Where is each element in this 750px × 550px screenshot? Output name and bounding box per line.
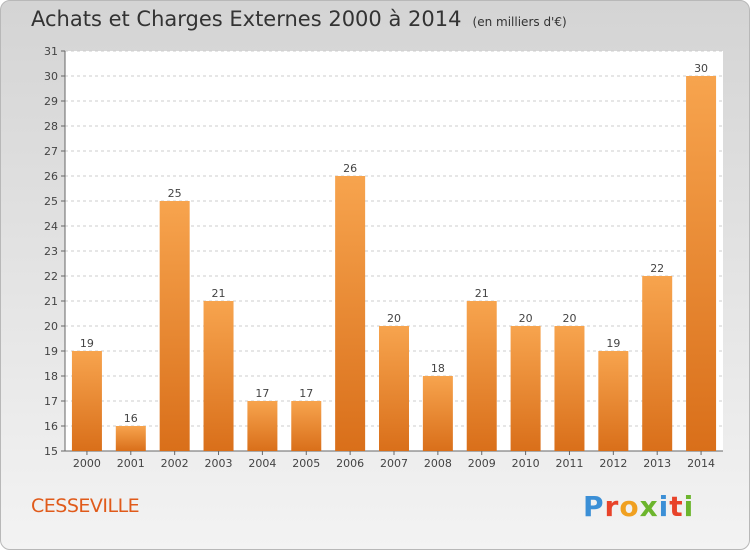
x-tick-label: 2013 <box>643 457 671 470</box>
logo-letter: o <box>619 490 640 523</box>
x-tick-label: 2014 <box>687 457 715 470</box>
logo-letter: i <box>683 490 695 523</box>
bar-2002 <box>159 201 190 451</box>
labels: 15 16 17 18 19 20 21 22 23 24 25 26 27 28 29 30 31 19 2000… <box>44 45 715 470</box>
bars <box>71 76 717 451</box>
x-tick-label: 2002 <box>161 457 189 470</box>
logo-letter: t <box>669 490 684 523</box>
bar-2011 <box>554 326 585 451</box>
proxiti-logo[interactable]: Proxiti <box>583 490 694 523</box>
x-tick-label: 2010 <box>512 457 540 470</box>
bar-2007 <box>379 326 409 451</box>
x-tick-label: 2000 <box>73 457 101 470</box>
y-tick-label: 18 <box>44 370 58 383</box>
x-tick-label: 2004 <box>248 457 276 470</box>
x-tick-label: 2009 <box>468 457 496 470</box>
y-tick-label: 20 <box>44 320 58 333</box>
bar-2000 <box>71 351 102 451</box>
x-tick-label: 2005 <box>292 457 320 470</box>
value-label: 18 <box>431 362 445 375</box>
commune-name: CESSEVILLE <box>31 495 140 517</box>
bar-2003 <box>203 301 234 451</box>
logo-letter: r <box>604 490 620 523</box>
value-label: 21 <box>212 287 226 300</box>
y-tick-label: 26 <box>44 170 58 183</box>
value-label: 19 <box>80 337 94 350</box>
y-tick-label: 16 <box>44 420 58 433</box>
chart-title-text: Achats et Charges Externes 2000 à 2014 <box>31 7 462 31</box>
value-label: 25 <box>168 187 182 200</box>
bar-2006 <box>335 176 366 451</box>
bar-2004 <box>247 401 278 451</box>
y-tick-label: 23 <box>44 245 58 258</box>
y-tick-label: 30 <box>44 70 58 83</box>
x-tick-label: 2006 <box>336 457 364 470</box>
y-tick-label: 22 <box>44 270 58 283</box>
value-label: 20 <box>519 312 533 325</box>
bar-2014 <box>686 76 717 451</box>
bar-2010 <box>510 326 541 451</box>
value-label: 20 <box>562 312 576 325</box>
logo-letter: P <box>583 490 605 523</box>
y-tick-label: 24 <box>44 220 58 233</box>
value-label: 19 <box>606 337 620 350</box>
y-tick-label: 29 <box>44 95 58 108</box>
value-label: 21 <box>475 287 489 300</box>
bar-2008 <box>422 376 453 451</box>
logo-letter: i <box>658 490 670 523</box>
chart-title: Achats et Charges Externes 2000 à 2014 (… <box>31 7 567 31</box>
bar-2009 <box>466 301 497 451</box>
value-label: 16 <box>124 412 138 425</box>
value-label: 17 <box>299 387 313 400</box>
value-label: 30 <box>694 62 708 75</box>
bar-2001 <box>115 426 146 451</box>
y-tick-label: 15 <box>44 445 58 458</box>
x-tick-label: 2001 <box>117 457 145 470</box>
value-label: 26 <box>343 162 357 175</box>
x-tick-label: 2003 <box>205 457 233 470</box>
value-label: 22 <box>650 262 664 275</box>
x-tick-label: 2008 <box>424 457 452 470</box>
bar-2013 <box>642 276 673 451</box>
bar-2005 <box>291 401 322 451</box>
bar-2012 <box>598 351 629 451</box>
y-tick-label: 28 <box>44 120 58 133</box>
y-tick-label: 17 <box>44 395 58 408</box>
x-tick-label: 2011 <box>555 457 583 470</box>
value-label: 20 <box>387 312 401 325</box>
x-tick-label: 2012 <box>599 457 627 470</box>
y-tick-label: 25 <box>44 195 58 208</box>
value-label: 17 <box>255 387 269 400</box>
y-tick-label: 31 <box>44 45 58 58</box>
y-tick-label: 21 <box>44 295 58 308</box>
y-tick-label: 19 <box>44 345 58 358</box>
y-tick-label: 27 <box>44 145 58 158</box>
logo-letter: x <box>639 490 659 523</box>
chart-unit-note: (en milliers d'€) <box>472 15 567 29</box>
x-tick-label: 2007 <box>380 457 408 470</box>
